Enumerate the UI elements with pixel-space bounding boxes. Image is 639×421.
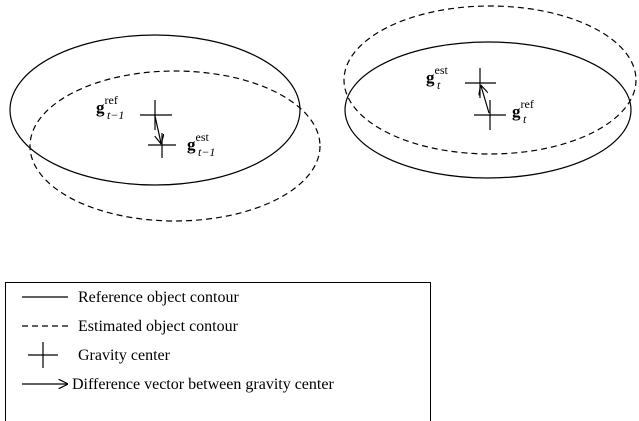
label-sub: t−1 <box>198 145 215 159</box>
label-base: g <box>426 68 435 87</box>
legend-box <box>5 282 431 421</box>
difference-vector <box>481 86 490 114</box>
label: gref t−1 <box>96 93 124 122</box>
gravity-center <box>465 68 496 98</box>
legend-text: Estimated object contour <box>78 318 239 335</box>
estimated-contour <box>343 5 637 155</box>
label: gest t <box>426 63 448 92</box>
gravity-center <box>148 133 176 158</box>
label-sup: ref <box>105 93 118 107</box>
legend-text: Gravity center <box>78 347 171 364</box>
label-sub: t <box>523 112 527 126</box>
label: gest t−1 <box>187 130 215 159</box>
reference-contour <box>9 34 301 186</box>
label-sub: t <box>437 78 441 92</box>
label: gref t <box>512 97 534 126</box>
legend-text: Difference vector between gravity center <box>72 376 334 393</box>
gravity-center <box>140 100 172 130</box>
legend-text: Reference object contour <box>78 289 239 306</box>
estimated-contour <box>29 70 321 222</box>
label-base: g <box>512 102 521 121</box>
label-sup: est <box>435 63 449 77</box>
label-base: g <box>187 135 196 154</box>
difference-vector <box>154 115 161 143</box>
legend-cross <box>28 342 58 368</box>
gravity-center <box>474 100 506 130</box>
reference-contour <box>344 41 632 179</box>
label-sub: t−1 <box>107 108 124 122</box>
label-base: g <box>96 98 105 117</box>
label-sup: ref <box>521 97 534 111</box>
label-sup: est <box>196 130 210 144</box>
